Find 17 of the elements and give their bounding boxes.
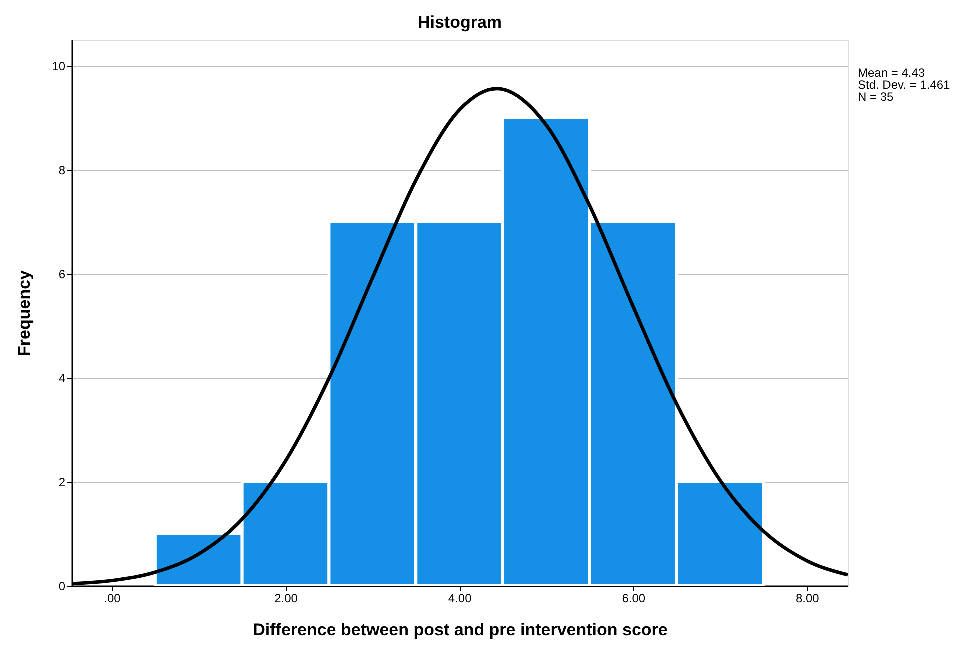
chart-title: Histogram	[418, 13, 502, 32]
y-tick-label: 8	[58, 164, 66, 178]
text: N = 35	[858, 90, 894, 104]
x-tick-label: 8.00	[796, 592, 820, 606]
x-tick-label: 2.00	[274, 592, 298, 606]
text: Mean = 4.43	[858, 66, 926, 80]
x-tick-label: .00	[104, 592, 122, 606]
y-tick-label: 6	[58, 268, 66, 282]
y-tick-label: 10	[52, 60, 66, 74]
x-axis-title: Difference between post and pre intervention score	[253, 620, 668, 640]
x-tick-label: 4.00	[448, 592, 472, 606]
y-tick-label: 2	[58, 476, 66, 490]
x-tick-label: 6.00	[622, 592, 646, 606]
y-axis-title: Frequency	[15, 270, 34, 356]
y-tick-label: 4	[58, 372, 66, 386]
text: Std. Dev. = 1.461	[858, 78, 950, 92]
y-tick-label: 0	[58, 580, 66, 594]
